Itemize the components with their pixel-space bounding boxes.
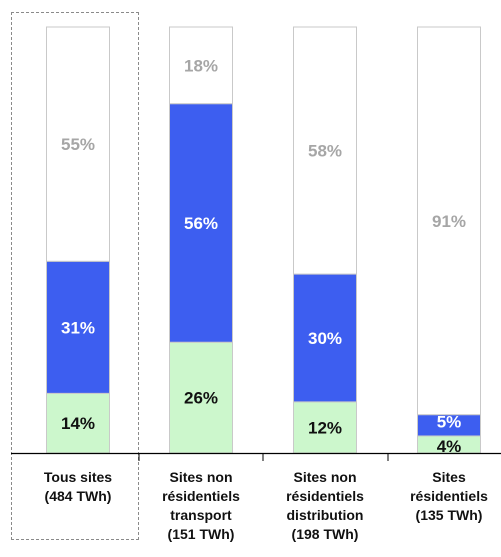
category-label-line: résidentiels bbox=[162, 488, 240, 504]
category-label-line: transport bbox=[170, 507, 232, 523]
category-label-line: (151 TWh) bbox=[167, 526, 235, 542]
category-label-line: (198 TWh) bbox=[291, 526, 359, 542]
category-label-line: Sites bbox=[432, 469, 466, 485]
category-label-0: Tous sites (484 TWh) bbox=[23, 468, 133, 506]
category-label-line: Sites non bbox=[293, 469, 357, 485]
data-label-0-0: 14% bbox=[61, 414, 95, 433]
data-label-2-1: 30% bbox=[308, 329, 342, 348]
category-label-2: Sites non résidentiels distribution (198 TW… bbox=[270, 468, 380, 544]
data-label-1-0: 26% bbox=[184, 389, 218, 408]
data-label-2-2: 58% bbox=[308, 142, 342, 161]
category-label-line: Sites non bbox=[169, 469, 233, 485]
category-label-line: résidentiels bbox=[286, 488, 364, 504]
data-label-3-1: 5% bbox=[437, 412, 462, 431]
data-label-0-2: 55% bbox=[61, 135, 95, 154]
bar-segment-1-2 bbox=[169, 26, 233, 105]
bar-segment-3-2 bbox=[417, 26, 481, 416]
bar-segment-1-1 bbox=[169, 103, 233, 343]
category-label-1: Sites non résidentiels transport (151 TWh) bbox=[146, 468, 256, 544]
highlight-box-tous-sites bbox=[11, 12, 139, 540]
data-label-2-0: 12% bbox=[308, 418, 342, 437]
category-label-line: (484 TWh) bbox=[44, 488, 112, 504]
bar-segment-0-2 bbox=[46, 26, 110, 262]
bar-segment-2-0 bbox=[293, 401, 357, 454]
category-label-line: distribution bbox=[286, 507, 364, 523]
data-label-0-1: 31% bbox=[61, 318, 95, 337]
category-label-line: Tous sites bbox=[43, 469, 113, 485]
data-label-3-2: 91% bbox=[432, 212, 466, 231]
bar-segment-2-1 bbox=[293, 273, 357, 403]
category-label-line: résidentiels bbox=[410, 488, 488, 504]
bar-segment-2-2 bbox=[293, 26, 357, 275]
data-label-1-1: 56% bbox=[184, 214, 218, 233]
category-label-3: Sites résidentiels (135 TWh) bbox=[394, 468, 501, 525]
bar-segment-1-0 bbox=[169, 341, 233, 454]
data-label-3-0: 4% bbox=[437, 437, 462, 456]
category-label-line: (135 TWh) bbox=[415, 507, 483, 523]
data-label-1-2: 18% bbox=[184, 56, 218, 75]
